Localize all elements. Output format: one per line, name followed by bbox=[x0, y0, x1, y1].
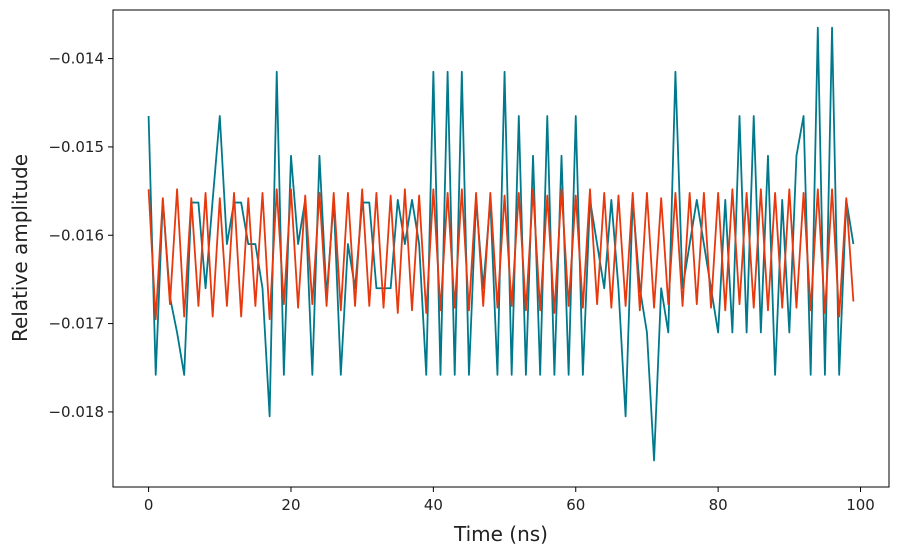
x-tick-label: 60 bbox=[566, 496, 585, 514]
plot-frame bbox=[112, 9, 890, 488]
x-tick-label: 20 bbox=[281, 496, 300, 514]
y-axis-label: Relative amplitude bbox=[8, 154, 32, 342]
series-line-measured bbox=[147, 26, 855, 462]
y-axis: −0.014 −0.015 −0.016 −0.017 −0.018 bbox=[48, 50, 113, 421]
y-tick-label: −0.014 bbox=[48, 50, 104, 68]
x-axis-label: Time (ns) bbox=[453, 522, 548, 546]
x-tick-label: 100 bbox=[846, 496, 875, 514]
series-line-model bbox=[147, 188, 855, 321]
x-tick-label: 0 bbox=[144, 496, 154, 514]
y-tick-label: −0.016 bbox=[48, 226, 104, 244]
series-layer bbox=[147, 26, 855, 462]
y-tick-label: −0.017 bbox=[48, 315, 104, 333]
x-tick-label: 40 bbox=[424, 496, 443, 514]
y-tick-label: −0.015 bbox=[48, 138, 104, 156]
y-tick-label: −0.018 bbox=[48, 403, 104, 421]
x-axis: 0 20 40 60 80 100 bbox=[144, 487, 875, 514]
x-tick-label: 80 bbox=[709, 496, 728, 514]
